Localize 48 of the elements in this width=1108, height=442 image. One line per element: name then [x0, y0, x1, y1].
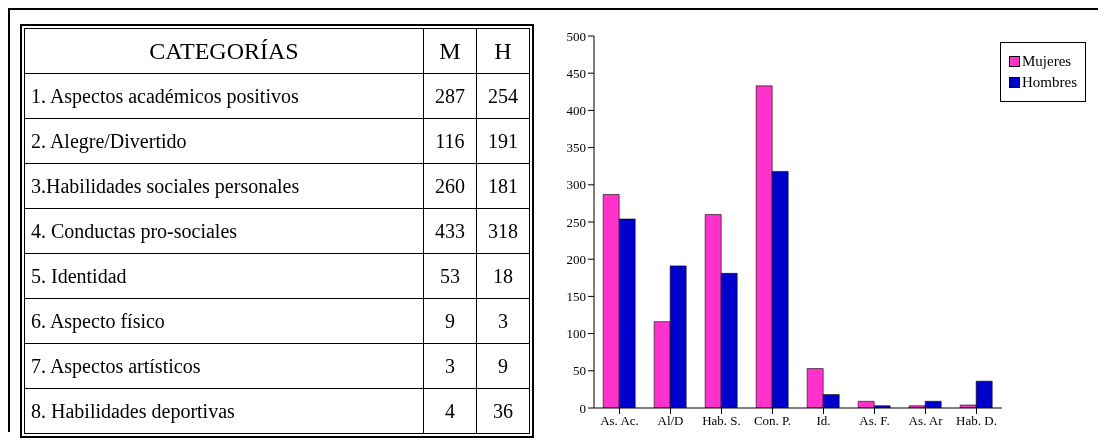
x-tick-label: Hab. S. — [702, 413, 741, 429]
category-label: 8. Habilidades deportivas — [24, 388, 424, 434]
category-label: 7. Aspectos artísticos — [24, 343, 424, 389]
y-tick-label: 0 — [579, 400, 586, 416]
data-label: 3 — [423, 343, 477, 389]
category-label: 5. Identidad — [24, 253, 424, 299]
data-label: 9 — [423, 298, 477, 344]
x-tick-label: As. Ac. — [600, 413, 639, 429]
y-tick-label: 150 — [566, 289, 586, 305]
category-label: 6. Aspecto físico — [24, 298, 424, 344]
data-label: 53 — [423, 253, 477, 299]
x-tick-label: Id. — [816, 413, 831, 429]
x-tick-label: Al/D — [657, 413, 684, 429]
data-label: 116 — [423, 118, 477, 164]
category-label: 3.Habilidades sociales personales — [24, 163, 424, 209]
data-label: 287 — [423, 73, 477, 119]
data-label: 433 — [423, 208, 477, 254]
data-label: 181 — [476, 163, 530, 209]
y-tick-label: 300 — [566, 177, 586, 193]
data-label: 260 — [423, 163, 477, 209]
legend-label: Hombres — [1021, 74, 1077, 91]
data-label: 254 — [476, 73, 530, 119]
data-label: 36 — [476, 388, 530, 434]
data-label: 18 — [476, 253, 530, 299]
text: CATEGORÍAS — [24, 28, 424, 74]
legend-label: Mujeres — [1021, 53, 1073, 70]
data-label: 191 — [476, 118, 530, 164]
y-tick-label: 50 — [573, 363, 586, 379]
data-label: 3 — [476, 298, 530, 344]
x-tick-label: As. Ar — [908, 413, 944, 429]
legend-label: H — [476, 28, 530, 74]
y-tick-label: 500 — [566, 28, 586, 44]
y-tick-label: 350 — [566, 140, 586, 156]
category-label: 1. Aspectos académicos positivos — [24, 73, 424, 119]
y-tick-label: 100 — [566, 326, 586, 342]
y-tick-label: 200 — [566, 251, 586, 267]
category-label: 4. Conductas pro-sociales — [24, 208, 424, 254]
data-label: 4 — [423, 388, 477, 434]
text: M — [423, 28, 477, 74]
data-label: 318 — [476, 208, 530, 254]
x-tick-label: As. F. — [859, 413, 890, 429]
x-tick-label: Hab. D. — [956, 413, 997, 429]
x-tick-label: Con. P. — [753, 413, 792, 429]
y-tick-label: 450 — [566, 65, 586, 81]
category-label: 2. Alegre/Divertido — [24, 118, 424, 164]
y-tick-label: 400 — [566, 103, 586, 119]
y-tick-label: 250 — [566, 214, 586, 230]
data-label: 9 — [476, 343, 530, 389]
